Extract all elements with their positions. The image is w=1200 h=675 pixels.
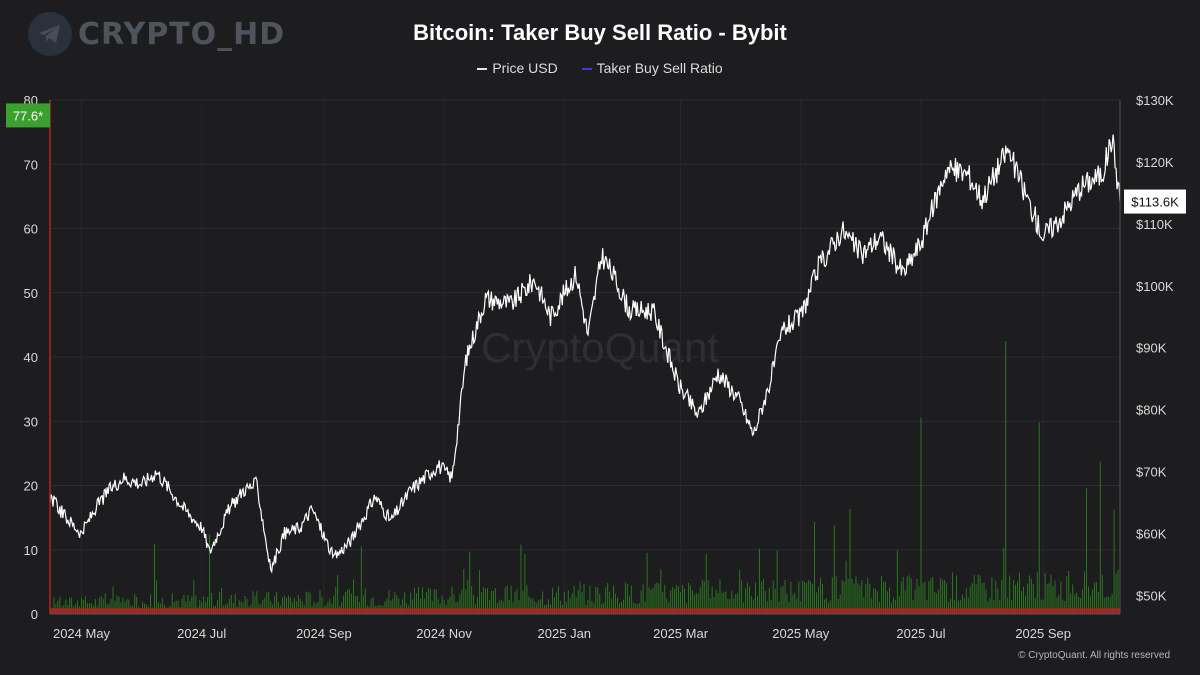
- x-tick-label: 2024 Sep: [296, 626, 352, 641]
- right-tick-label: $70K: [1136, 465, 1167, 480]
- left-tick-label: 70: [24, 157, 38, 172]
- legend-label-price: Price USD: [492, 60, 558, 76]
- legend-item-price[interactable]: Price USD: [477, 60, 558, 76]
- left-tick-label: 0: [31, 607, 38, 622]
- right-tick-label: $100K: [1136, 279, 1174, 294]
- watermark-text: CRYPTO_HD: [78, 16, 286, 52]
- chart-legend: Price USD Taker Buy Sell Ratio: [0, 60, 1200, 76]
- x-tick-label: 2024 Jul: [177, 626, 226, 641]
- left-tick-label: 10: [24, 543, 38, 558]
- ratio-below-one-band: [50, 608, 1120, 614]
- right-tick-label: $60K: [1136, 526, 1167, 541]
- x-tick-label: 2025 Sep: [1015, 626, 1071, 641]
- x-tick-label: 2024 May: [53, 626, 111, 641]
- x-tick-label: 2025 Jan: [538, 626, 592, 641]
- right-tick-label: $80K: [1136, 403, 1167, 418]
- right-tick-label: $120K: [1136, 155, 1174, 170]
- x-tick-label: 2025 Mar: [653, 626, 709, 641]
- price-usd-line: [49, 134, 1121, 574]
- x-tick-label: 2025 May: [772, 626, 830, 641]
- crypto-hd-watermark: CRYPTO_HD: [28, 12, 285, 56]
- right-tick-label: $110K: [1136, 217, 1173, 232]
- left-tick-label: 50: [24, 286, 38, 301]
- copyright-credit: © CryptoQuant. All rights reserved: [1018, 650, 1170, 661]
- current-ratio-badge: [6, 103, 50, 128]
- left-tick-label: 40: [24, 350, 38, 365]
- cryptoquant-watermark: CryptoQuant: [481, 324, 719, 371]
- telegram-icon: [28, 12, 72, 56]
- legend-label-ratio: Taker Buy Sell Ratio: [596, 60, 723, 76]
- left-tick-label: 30: [24, 414, 38, 429]
- x-tick-label: 2024 Nov: [416, 626, 472, 641]
- left-tick-label: 20: [24, 479, 38, 494]
- current-price-label: $113.6K: [1131, 195, 1179, 210]
- right-tick-label: $50K: [1136, 588, 1167, 603]
- right-tick-label: $90K: [1136, 341, 1167, 356]
- right-tick-label: $130K: [1136, 93, 1174, 108]
- legend-item-ratio[interactable]: Taker Buy Sell Ratio: [581, 60, 723, 76]
- chart-title: Bitcoin: Taker Buy Sell Ratio - Bybit: [413, 20, 787, 45]
- left-tick-label: 60: [24, 222, 38, 237]
- current-price-badge: [1124, 189, 1186, 214]
- current-ratio-label: 77.6*: [13, 108, 43, 123]
- x-tick-label: 2025 Jul: [896, 626, 945, 641]
